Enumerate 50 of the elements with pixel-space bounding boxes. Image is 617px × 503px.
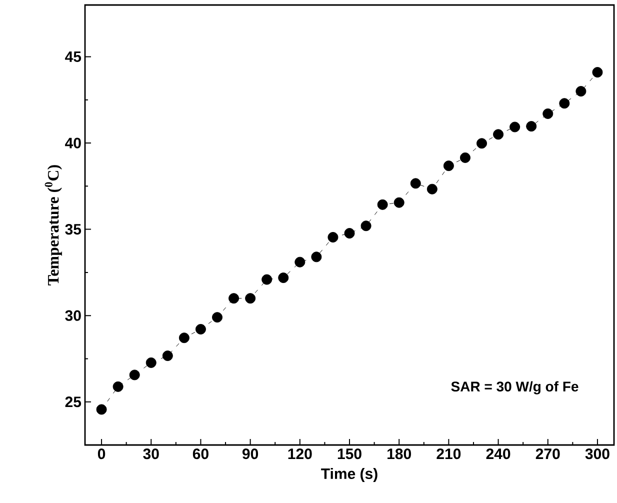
point [178, 332, 190, 344]
point [146, 357, 156, 368]
x-tick-label: 180 [388, 448, 411, 460]
y-tick-label: 40 [65, 138, 81, 148]
point [526, 121, 537, 132]
y-tick-label: 35 [65, 224, 82, 235]
point [112, 381, 124, 392]
point [426, 184, 438, 194]
point [129, 370, 140, 380]
point [212, 312, 222, 323]
point [394, 197, 404, 208]
point [311, 252, 322, 262]
x-tick-label: 240 [486, 448, 510, 460]
annotation: SAR = 30 W/g of Fe [451, 381, 578, 394]
point [476, 138, 488, 149]
point [592, 67, 603, 78]
point [443, 160, 454, 172]
x-tick-label: 210 [436, 448, 461, 460]
point [410, 178, 421, 189]
x-tick-label: 270 [536, 448, 560, 460]
point [542, 108, 554, 119]
y-axis-title: Temperature ($^{0}$C) [44, 165, 62, 286]
point [245, 293, 256, 304]
x-tick-label: 60 [192, 448, 208, 460]
point [294, 256, 306, 268]
point [162, 350, 173, 362]
x-tick-label: 120 [288, 448, 312, 460]
point [344, 228, 355, 239]
point [360, 220, 372, 232]
point [262, 274, 272, 285]
point [576, 86, 586, 97]
x-tick-label: 300 [585, 448, 610, 460]
point [559, 98, 570, 109]
point [493, 129, 504, 140]
x-tick-label: 0 [98, 448, 106, 460]
x-tick-label: 30 [143, 448, 159, 460]
x-axis-title: Time (s) [321, 468, 378, 482]
y-tick-label: 45 [65, 52, 82, 62]
point [278, 272, 289, 284]
point [510, 122, 520, 132]
x-tick-label: 150 [338, 448, 362, 460]
point [96, 404, 107, 415]
y-tick-label: 25 [65, 396, 82, 408]
x-tick-label: 90 [242, 448, 258, 460]
point [460, 152, 470, 163]
point [228, 293, 240, 304]
y-tick-label: 30 [65, 310, 81, 321]
point [195, 324, 206, 334]
point [377, 199, 388, 210]
point [328, 232, 338, 242]
